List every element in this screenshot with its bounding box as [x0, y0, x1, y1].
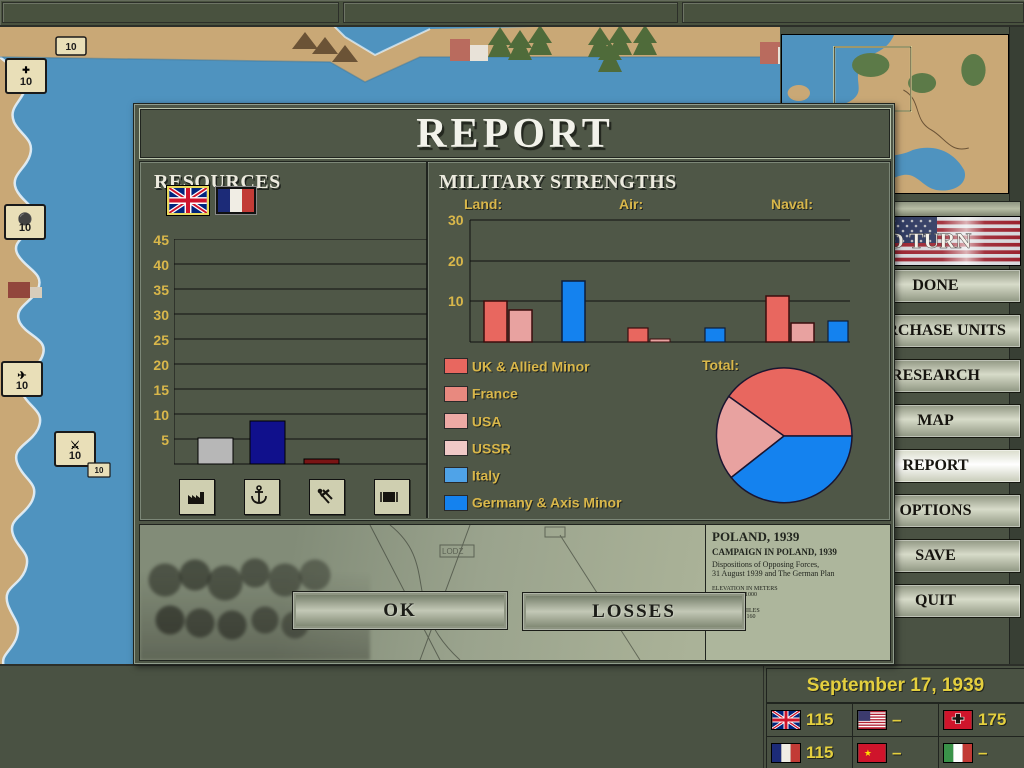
svg-text:10: 10	[95, 466, 104, 475]
svg-text:10: 10	[16, 380, 28, 392]
svg-text:✚: ✚	[22, 65, 30, 75]
svg-text:D TURN: D TURN	[888, 228, 971, 253]
svg-text:10: 10	[65, 42, 77, 53]
svg-text:LODZ: LODZ	[442, 547, 463, 556]
svg-text:10: 10	[19, 222, 31, 234]
svg-text:10: 10	[20, 76, 32, 88]
svg-text:★: ★	[864, 748, 872, 758]
svg-text:10: 10	[69, 450, 81, 462]
